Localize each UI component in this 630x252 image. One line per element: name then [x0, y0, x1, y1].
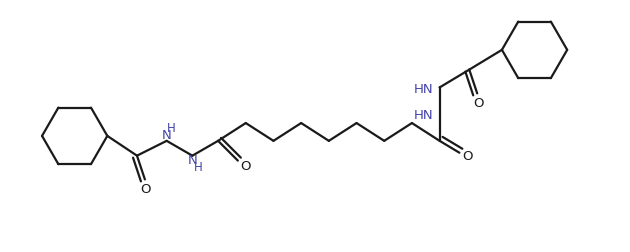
- Text: HN: HN: [414, 83, 433, 96]
- Text: O: O: [241, 160, 251, 173]
- Text: HN: HN: [414, 109, 433, 122]
- Text: O: O: [473, 97, 483, 110]
- Text: H: H: [167, 122, 176, 136]
- Text: H: H: [194, 161, 203, 174]
- Text: O: O: [140, 183, 151, 196]
- Text: N: N: [162, 129, 171, 142]
- Text: N: N: [188, 154, 197, 167]
- Text: O: O: [462, 150, 472, 163]
